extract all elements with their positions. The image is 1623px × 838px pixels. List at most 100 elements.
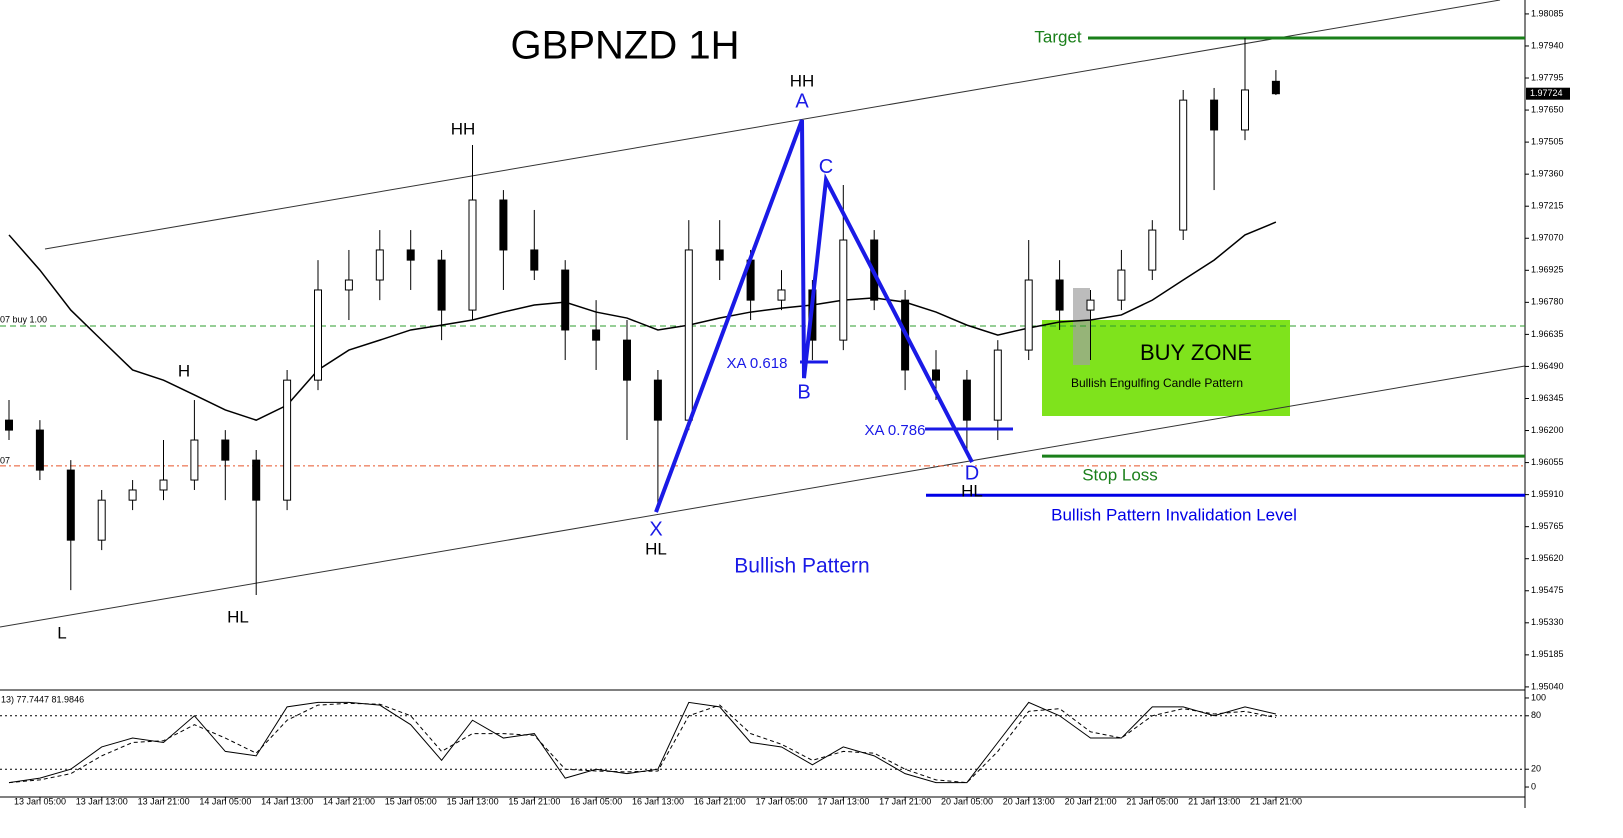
candle-body xyxy=(684,249,693,421)
y-tick-label: 0 xyxy=(1531,781,1536,791)
x-tick-label: 21 Jan 05:00 xyxy=(1126,796,1178,806)
channel-upper xyxy=(44,0,1501,250)
y-tick-label: 1.96780 xyxy=(1531,297,1564,307)
y-tick-label: 1.95040 xyxy=(1531,681,1564,691)
x-tick-label: 14 Jan 05:00 xyxy=(199,796,251,806)
pattern-point-label: X xyxy=(649,518,662,540)
candle-body xyxy=(5,419,13,431)
y-tick-label: 1.97940 xyxy=(1531,40,1564,50)
annotation: H xyxy=(178,361,190,380)
x-tick-label: 15 Jan 05:00 xyxy=(385,796,437,806)
candle-body xyxy=(777,289,786,301)
y-tick-label: 1.97795 xyxy=(1531,72,1564,82)
pattern-point-label: D xyxy=(965,462,979,484)
y-tick-label: 80 xyxy=(1531,710,1541,720)
ratio-label: XA 0.618 xyxy=(727,355,788,372)
candle-body xyxy=(1024,279,1033,351)
y-tick-label: 1.97650 xyxy=(1531,104,1564,114)
y-tick-label: 1.95910 xyxy=(1531,489,1564,499)
y-tick-label: 1.95765 xyxy=(1531,521,1564,531)
moving-average xyxy=(8,221,1277,421)
candle-body xyxy=(406,249,415,261)
y-tick-label: 1.97215 xyxy=(1531,201,1564,211)
candle-body xyxy=(468,199,477,311)
y-tick-label: 1.96055 xyxy=(1531,457,1564,467)
annotation: Bullish Engulfing Candle Pattern xyxy=(1071,376,1243,390)
candle-body xyxy=(97,499,106,541)
candle-body xyxy=(1148,229,1157,271)
price-level-label: Target xyxy=(1034,27,1082,46)
y-tick-label: 1.96490 xyxy=(1531,361,1564,371)
price-tag xyxy=(1526,87,1570,100)
pattern-point-label: C xyxy=(819,156,833,178)
candle-body xyxy=(1241,89,1249,131)
y-tick-label: 20 xyxy=(1531,764,1541,774)
pattern-point-label: B xyxy=(797,381,810,403)
y-tick-label: 1.95185 xyxy=(1531,649,1564,659)
candle-body xyxy=(221,439,230,461)
candle-body xyxy=(653,379,662,421)
price-tag-label: 1.97724 xyxy=(1530,88,1563,98)
annotation: HL xyxy=(227,607,249,626)
candle-body xyxy=(932,369,940,381)
candle-body xyxy=(1117,269,1126,301)
candle-body xyxy=(190,439,199,481)
candle-body xyxy=(344,279,353,291)
y-tick-label: 1.95330 xyxy=(1531,617,1564,627)
y-tick-label: 1.95475 xyxy=(1531,585,1564,595)
y-tick-label: 1.97070 xyxy=(1531,233,1564,243)
candle-body xyxy=(561,269,570,331)
annotation: HL xyxy=(961,481,983,500)
x-tick-label: 21 Jan 13:00 xyxy=(1188,796,1240,806)
x-tick-label: 21 Jan 21:00 xyxy=(1250,796,1302,806)
price-level-label: Stop Loss xyxy=(1082,465,1158,484)
y-tick-label: 1.96345 xyxy=(1531,393,1564,403)
annotation: HH xyxy=(790,71,815,90)
x-tick-label: 15 Jan 13:00 xyxy=(447,796,499,806)
candle-body xyxy=(592,329,601,341)
annotation: L xyxy=(57,623,66,642)
x-tick-label: 17 Jan 21:00 xyxy=(879,796,931,806)
y-tick-label: 1.96635 xyxy=(1531,329,1564,339)
candle-body xyxy=(1271,80,1280,95)
x-tick-label: 16 Jan 05:00 xyxy=(570,796,622,806)
candle-body xyxy=(530,249,539,271)
candle-body xyxy=(962,379,971,421)
ratio-label: XA 0.786 xyxy=(865,422,926,439)
candle-body xyxy=(128,489,137,501)
candle-body xyxy=(35,429,44,471)
pattern-point-label: A xyxy=(795,90,809,112)
x-tick-label: 16 Jan 21:00 xyxy=(694,796,746,806)
candle-body xyxy=(1179,99,1188,231)
candle-body xyxy=(159,479,168,491)
x-tick-label: 13 Jan 13:00 xyxy=(76,796,128,806)
x-tick-label: 20 Jan 05:00 xyxy=(941,796,993,806)
chart-title: GBPNZD 1H xyxy=(511,24,740,68)
y-tick-label: 1.98085 xyxy=(1531,8,1564,18)
candle-body xyxy=(715,249,724,261)
candle-body xyxy=(314,289,322,381)
price-level-label: Bullish Pattern Invalidation Level xyxy=(1051,505,1297,524)
pattern-line xyxy=(654,119,974,513)
channel-lower xyxy=(0,365,1526,628)
candle-body xyxy=(993,349,1002,421)
annotation: HL xyxy=(645,539,667,558)
candle-body xyxy=(1210,99,1219,131)
engulfing-highlight xyxy=(1073,288,1090,365)
annotation: Bullish Pattern xyxy=(734,555,869,578)
oscillator-label: 13) 77.7447 81.9846 xyxy=(1,694,84,704)
y-tick-label: 1.95620 xyxy=(1531,553,1564,563)
candle-body xyxy=(375,249,384,281)
x-tick-label: 16 Jan 13:00 xyxy=(632,796,684,806)
x-tick-label: 14 Jan 21:00 xyxy=(323,796,375,806)
y-tick-label: 1.97505 xyxy=(1531,136,1564,146)
y-tick-label: 1.96925 xyxy=(1531,265,1564,275)
candle-body xyxy=(1055,279,1064,311)
price-level-label: 07 buy 1.00 xyxy=(0,314,47,324)
x-tick-label: 20 Jan 13:00 xyxy=(1003,796,1055,806)
candle-body xyxy=(252,459,261,501)
candle-body xyxy=(623,339,631,381)
candle-body xyxy=(1086,299,1095,311)
